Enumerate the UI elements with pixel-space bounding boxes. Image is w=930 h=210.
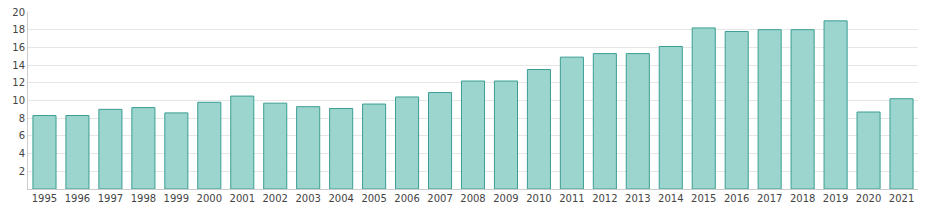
svg-text:2020: 2020	[856, 193, 881, 204]
svg-text:8: 8	[19, 113, 25, 124]
svg-text:2: 2	[19, 166, 25, 177]
svg-text:1998: 1998	[131, 193, 156, 204]
svg-text:18: 18	[12, 24, 25, 35]
svg-text:2008: 2008	[460, 193, 485, 204]
svg-text:14: 14	[12, 60, 25, 71]
svg-text:2011: 2011	[559, 193, 584, 204]
svg-text:2009: 2009	[493, 193, 518, 204]
svg-text:2016: 2016	[724, 193, 749, 204]
svg-text:10: 10	[12, 95, 25, 106]
svg-text:2017: 2017	[757, 193, 782, 204]
svg-text:20: 20	[12, 7, 25, 18]
svg-text:12: 12	[12, 77, 25, 88]
svg-text:2000: 2000	[197, 193, 222, 204]
svg-text:1999: 1999	[164, 193, 189, 204]
svg-text:4: 4	[19, 148, 25, 159]
svg-text:2005: 2005	[361, 193, 386, 204]
svg-text:2021: 2021	[889, 193, 914, 204]
svg-text:2012: 2012	[592, 193, 617, 204]
svg-text:2014: 2014	[658, 193, 683, 204]
svg-text:2013: 2013	[625, 193, 650, 204]
svg-text:2002: 2002	[262, 193, 287, 204]
svg-text:16: 16	[12, 42, 25, 53]
svg-text:2007: 2007	[427, 193, 452, 204]
svg-text:2004: 2004	[328, 193, 353, 204]
svg-text:1997: 1997	[98, 193, 123, 204]
svg-text:2006: 2006	[394, 193, 419, 204]
svg-text:2015: 2015	[691, 193, 716, 204]
svg-text:2010: 2010	[526, 193, 551, 204]
svg-text:1995: 1995	[32, 193, 57, 204]
svg-text:2001: 2001	[230, 193, 255, 204]
svg-text:2003: 2003	[295, 193, 320, 204]
svg-text:2018: 2018	[790, 193, 815, 204]
svg-text:2019: 2019	[823, 193, 848, 204]
svg-text:1996: 1996	[65, 193, 90, 204]
svg-text:6: 6	[19, 130, 25, 141]
